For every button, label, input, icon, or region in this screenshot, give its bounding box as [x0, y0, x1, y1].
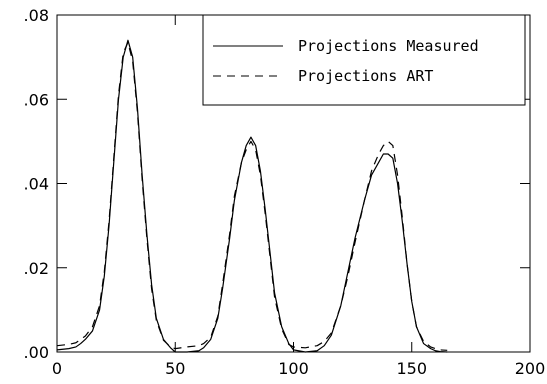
x-tick-label: 0 — [52, 359, 62, 378]
x-tick-label: 150 — [396, 359, 427, 378]
legend-label-art: Projections ART — [298, 67, 433, 85]
y-tick-label: .02 — [24, 259, 49, 278]
ticks-layer — [56, 14, 531, 353]
legend-box — [202, 14, 526, 106]
y-tick-label: .06 — [24, 90, 49, 109]
series-line-measured — [56, 39, 448, 353]
x-tick-label: 50 — [165, 359, 185, 378]
series-layer — [56, 39, 448, 353]
legend-label-measured: Projections Measured — [298, 37, 479, 55]
x-tick-label: 200 — [515, 359, 546, 378]
legend: Projections Measured Projections ART — [202, 14, 526, 106]
series-line-art — [56, 41, 448, 351]
x-tick-label: 100 — [278, 359, 309, 378]
tick-labels-layer: 0 50 100 150 200 .00 .02 .04 .06 .08 — [24, 6, 546, 378]
y-tick-label: .00 — [24, 343, 49, 362]
y-tick-label: .08 — [24, 6, 49, 25]
y-tick-label: .04 — [24, 175, 49, 194]
